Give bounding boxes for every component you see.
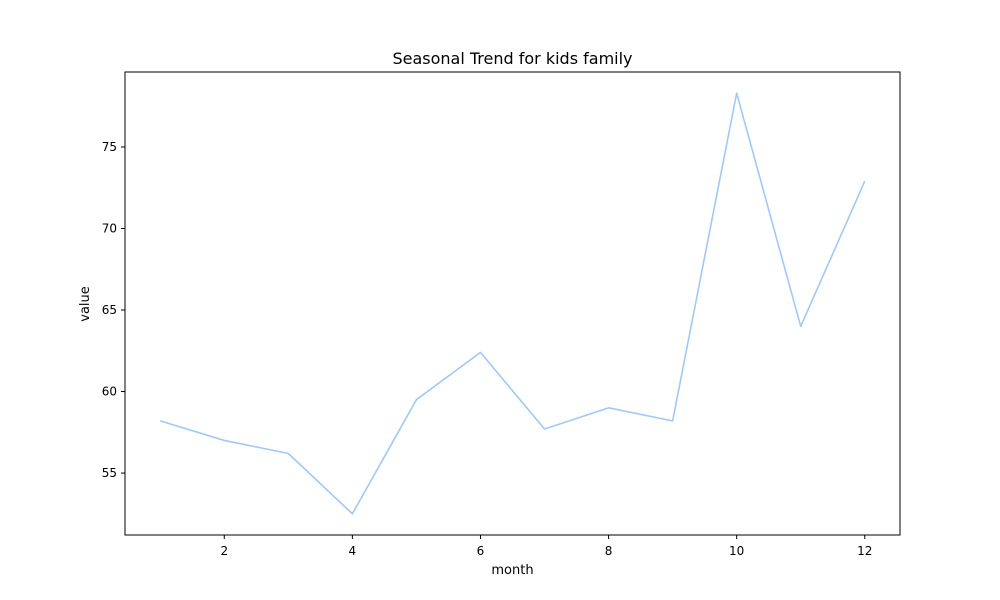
- series-line-0: [159, 92, 866, 515]
- x-tick-label: 12: [857, 544, 872, 558]
- x-tick-label: 4: [349, 544, 357, 558]
- y-tick-label: 70: [102, 222, 117, 236]
- plot-frame: [124, 71, 901, 536]
- chart-title: Seasonal Trend for kids family: [392, 49, 632, 68]
- y-tick-label: 55: [102, 466, 117, 480]
- y-tick-label: 65: [102, 303, 117, 317]
- y-tick-label: 75: [102, 140, 117, 154]
- y-tick-label: 60: [102, 385, 117, 399]
- x-axis-label: month: [491, 563, 533, 578]
- x-tick-label: 10: [729, 544, 744, 558]
- x-tick-label: 8: [605, 544, 613, 558]
- y-axis-label: value: [78, 286, 93, 322]
- x-tick-label: 2: [220, 544, 228, 558]
- x-tick-label: 6: [477, 544, 485, 558]
- plot-area: 2 4 6 8 10 12 55 60 65 70 75: [102, 71, 901, 558]
